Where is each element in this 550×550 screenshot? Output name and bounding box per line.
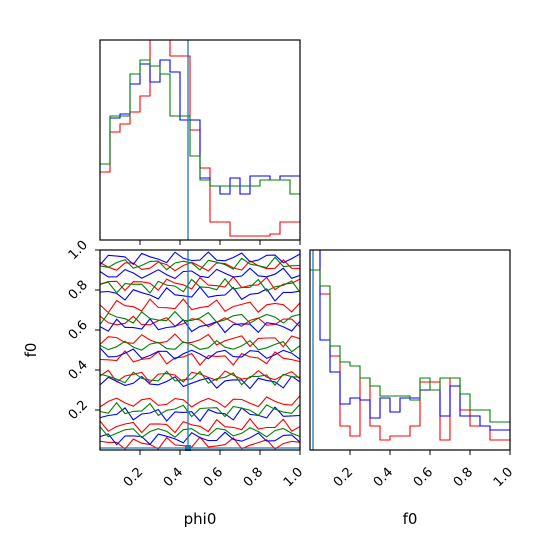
hist-f0-marks	[310, 249, 510, 450]
hist-f0-xtick-label-3: 0.8	[451, 465, 476, 490]
contour-ytick-label-1: 0.4	[66, 358, 91, 383]
contour-series-0-level-5	[99, 333, 301, 348]
contour-series-2-level-5	[99, 277, 301, 294]
contour-ytick-label-2: 0.6	[66, 318, 91, 343]
contour-truth-marker	[185, 445, 191, 451]
y-axis-label-f0: f0	[22, 343, 40, 358]
contour-series-2-level-1	[99, 401, 301, 418]
contour-series-1-level-3	[99, 347, 301, 360]
hist-f0-panel: 0.2 0.4 0.6 0.8 1.0 f0	[309, 249, 516, 528]
hist-f0-xtick-label-1: 0.4	[371, 465, 396, 490]
hist-f0-ticks: 0.2 0.4 0.6 0.8 1.0	[331, 450, 516, 490]
hist-phi0-frame	[99, 39, 301, 241]
contour-series-1-level-7	[99, 251, 301, 266]
hist-f0-series-1-steps	[310, 249, 510, 431]
contour-series-1-level-6	[99, 267, 301, 280]
hist-phi0-panel	[99, 39, 301, 245]
hist-f0-xtick-label-0: 0.2	[331, 465, 356, 490]
contour-series-0-level-8	[99, 276, 301, 292]
contour-series-1-level-2	[99, 375, 301, 390]
hist-phi0-ticks	[139, 240, 301, 245]
contour-series-0-level-3	[99, 369, 301, 384]
contour-ytick-label-0: 0.2	[66, 398, 91, 423]
contour-series-2-level-3	[99, 339, 301, 353]
hist-f0-series-2-steps	[310, 269, 510, 423]
x-axis-label-f0: f0	[403, 510, 418, 528]
contour-xtick-label-2: 0.6	[201, 465, 226, 490]
contour-panel: 0.2 0.4 0.6 0.8 1.0 0.2 0.4 0.6 0.8 1.0 phi0 f0	[22, 238, 306, 528]
hist-phi0-marks	[100, 39, 300, 240]
contour-xtick-label-0: 0.2	[121, 465, 146, 490]
contour-series-1-level-4	[99, 318, 301, 334]
contour-xtick-label-4: 1.0	[281, 465, 306, 490]
contour-series-2-level-0	[99, 426, 301, 439]
hist-f0-series-0-steps	[310, 249, 510, 441]
contour-series-0-level-6	[99, 315, 301, 328]
contour-series-0-level-7	[99, 298, 301, 314]
hist-f0-xtick-label-4: 1.0	[491, 465, 516, 490]
contour-marks	[99, 250, 301, 451]
contour-series-2-level-4	[99, 310, 301, 325]
hist-f0-frame	[309, 249, 511, 451]
contour-series-0-level-4	[99, 350, 301, 366]
contour-ytick-label-3: 0.8	[66, 278, 91, 303]
contour-series-2-level-6	[99, 256, 301, 271]
contour-xtick-label-3: 0.8	[241, 465, 266, 490]
contour-series-1-level-0	[99, 431, 301, 446]
contour-frame	[99, 249, 301, 451]
hist-f0-xtick-label-2: 0.6	[411, 465, 436, 490]
hist-f0-background	[310, 250, 510, 450]
x-axis-label-phi0: phi0	[184, 510, 217, 528]
contour-series-0-level-2	[99, 395, 301, 409]
contour-background	[100, 250, 300, 450]
contour-series-0-level-1	[99, 417, 301, 434]
contour-series-2-level-2	[99, 370, 301, 387]
contour-series-1-level-1	[99, 406, 301, 422]
contour-series-0-level-9	[99, 259, 301, 272]
hist-phi0-series-2-steps	[100, 59, 300, 195]
contour-xtick-label-1: 0.4	[161, 465, 186, 490]
contour-ytick-label-4: 1.0	[66, 238, 91, 263]
